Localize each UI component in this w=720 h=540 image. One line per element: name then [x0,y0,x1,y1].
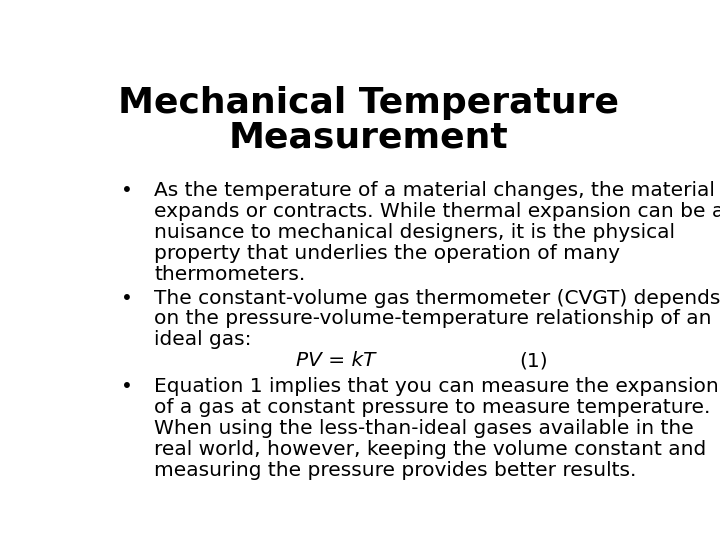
Text: (1): (1) [520,351,549,370]
Text: Mechanical Temperature: Mechanical Temperature [119,85,619,119]
Text: •: • [121,288,132,308]
Text: property that underlies the operation of many: property that underlies the operation of… [154,244,620,263]
Text: of a gas at constant pressure to measure temperature.: of a gas at constant pressure to measure… [154,398,711,417]
Text: When using the less-than-ideal gases available in the: When using the less-than-ideal gases ava… [154,419,694,438]
Text: •: • [121,181,132,200]
Text: As the temperature of a material changes, the material: As the temperature of a material changes… [154,181,715,200]
Text: measuring the pressure provides better results.: measuring the pressure provides better r… [154,461,636,480]
Text: thermometers.: thermometers. [154,265,305,284]
Text: nuisance to mechanical designers, it is the physical: nuisance to mechanical designers, it is … [154,223,675,242]
Text: PV = kT: PV = kT [297,351,376,370]
Text: on the pressure-volume-temperature relationship of an: on the pressure-volume-temperature relat… [154,309,711,328]
Text: ideal gas:: ideal gas: [154,330,252,349]
Text: real world, however, keeping the volume constant and: real world, however, keeping the volume … [154,440,706,459]
Text: Measurement: Measurement [229,120,509,154]
Text: Equation 1 implies that you can measure the expansion: Equation 1 implies that you can measure … [154,377,719,396]
Text: expands or contracts. While thermal expansion can be a: expands or contracts. While thermal expa… [154,202,720,221]
Text: The constant-volume gas thermometer (CVGT) depends: The constant-volume gas thermometer (CVG… [154,288,720,308]
Text: •: • [121,377,132,396]
